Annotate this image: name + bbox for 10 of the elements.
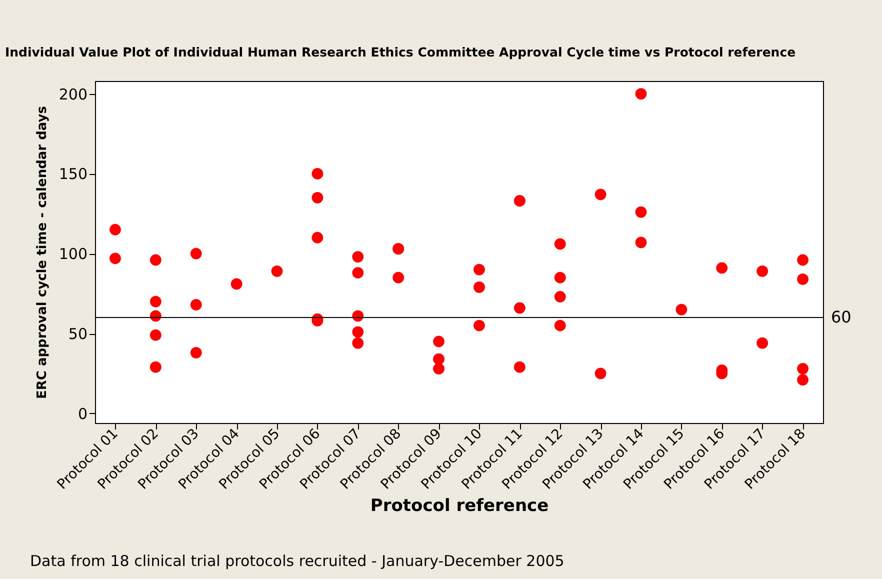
text: Data from 18 clinical trial protocols recruited - January-December 2005: [30, 552, 564, 570]
x-axis-title: Protocol reference: [370, 496, 549, 516]
ref-line-label: 60: [831, 308, 852, 327]
y-tick-label: 0: [78, 404, 88, 423]
y-tick-label: 150: [58, 165, 88, 184]
y-tick-label: 100: [58, 245, 88, 264]
y-tick-label: 50: [68, 325, 88, 344]
chart-title: Individual Value Plot of Individual Human Research Ethics Committee Approval Cycle time vs Protocol reference: [5, 44, 796, 60]
y-axis-title: ERC approval cycle time - calendar days: [34, 106, 50, 399]
y-tick-label: 200: [58, 85, 88, 104]
